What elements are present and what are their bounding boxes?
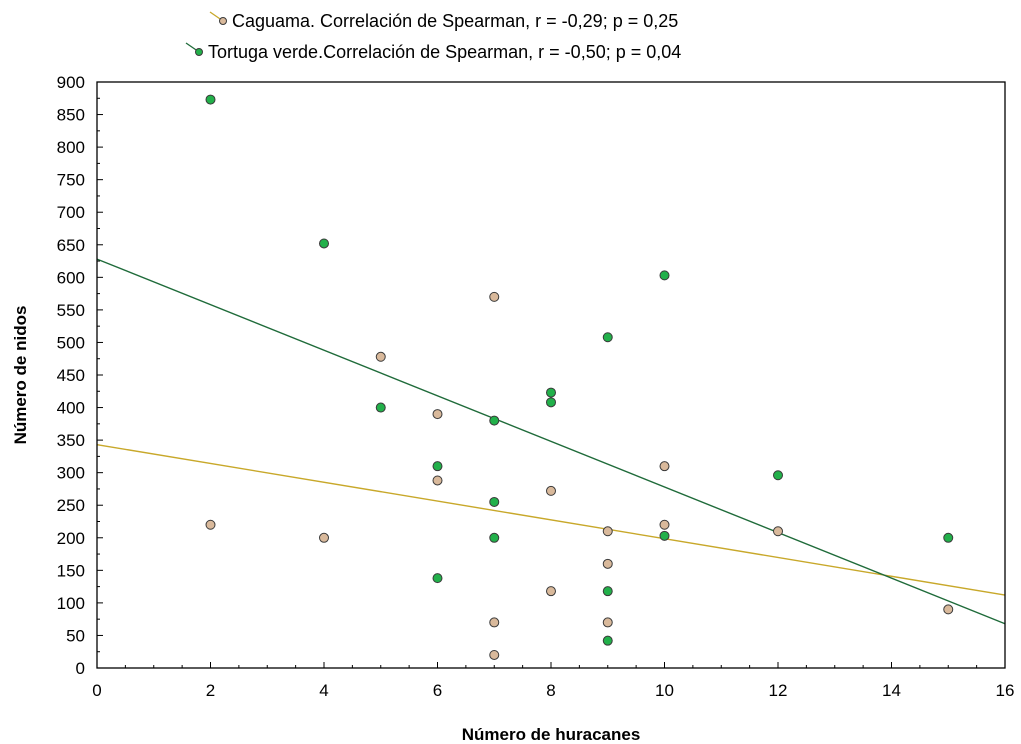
legend-marker-swatch xyxy=(195,48,203,56)
point-series-1 xyxy=(319,238,329,249)
x-tick-label: 2 xyxy=(206,681,215,700)
legend-entry-label: Tortuga verde.Correlación de Spearman, r… xyxy=(208,42,681,62)
y-tick-label: 700 xyxy=(57,203,85,222)
x-tick-label: 6 xyxy=(433,681,442,700)
point-series-1 xyxy=(432,573,443,584)
data-points xyxy=(205,94,954,660)
point-series-1 xyxy=(943,532,954,543)
y-tick-label: 200 xyxy=(57,529,85,548)
point-series-1 xyxy=(659,530,670,541)
point-series-0 xyxy=(489,291,500,302)
x-tick-label: 8 xyxy=(546,681,555,700)
y-tick-label: 400 xyxy=(57,399,85,418)
legend-marker-swatch xyxy=(219,17,227,25)
x-tick-label: 0 xyxy=(92,681,101,700)
y-tick-label: 900 xyxy=(57,73,85,92)
point-series-0 xyxy=(546,485,556,496)
fit-line-series-1 xyxy=(96,258,1006,625)
point-series-0 xyxy=(546,586,556,597)
point-series-0 xyxy=(602,526,613,537)
point-series-1 xyxy=(602,332,613,343)
y-tick-label: 250 xyxy=(57,496,85,515)
point-series-0 xyxy=(319,532,329,543)
x-tick-label: 16 xyxy=(996,681,1015,700)
y-tick-label: 550 xyxy=(57,301,85,320)
y-tick-label: 650 xyxy=(57,236,85,255)
point-series-1 xyxy=(489,496,500,507)
y-tick-label: 750 xyxy=(57,171,85,190)
point-series-0 xyxy=(489,617,500,628)
point-series-1 xyxy=(205,94,216,105)
fit-line-series-0 xyxy=(96,443,1006,596)
point-series-0 xyxy=(489,649,500,660)
point-series-0 xyxy=(205,519,216,530)
x-tick-label: 12 xyxy=(769,681,788,700)
y-tick-label: 800 xyxy=(57,138,85,157)
x-tick-label: 4 xyxy=(319,681,328,700)
y-tick-label: 300 xyxy=(57,464,85,483)
point-series-0 xyxy=(602,558,613,569)
x-tick-label: 14 xyxy=(882,681,901,700)
point-series-0 xyxy=(659,461,670,472)
point-series-1 xyxy=(432,461,443,472)
point-series-1 xyxy=(489,532,500,543)
y-tick-label: 100 xyxy=(57,594,85,613)
y-tick-label: 500 xyxy=(57,333,85,352)
y-tick-label: 50 xyxy=(66,626,85,645)
x-tick-label: 10 xyxy=(655,681,674,700)
point-series-1 xyxy=(773,470,783,481)
point-series-1 xyxy=(602,586,613,597)
y-axis: 0 50 100 150 200 250 300 350 400 450 500 550 600 650 7… xyxy=(57,73,103,678)
legend: Caguama. Correlación de Spearman, r = -0… xyxy=(185,11,681,62)
point-series-1 xyxy=(546,387,556,398)
point-series-0 xyxy=(432,475,443,486)
point-series-1 xyxy=(659,270,670,281)
point-series-0 xyxy=(943,604,954,615)
y-tick-label: 0 xyxy=(76,659,85,678)
point-series-1 xyxy=(375,402,386,413)
plot-area-frame xyxy=(96,81,1006,669)
point-series-1 xyxy=(546,397,556,408)
point-series-0 xyxy=(375,351,386,362)
point-series-0 xyxy=(659,519,670,530)
point-series-0 xyxy=(602,617,613,628)
fit-lines xyxy=(96,258,1006,625)
point-series-1 xyxy=(489,415,500,426)
y-tick-label: 600 xyxy=(57,268,85,287)
legend-entry-label: Caguama. Correlación de Spearman, r = -0… xyxy=(232,11,678,31)
y-tick-label: 450 xyxy=(57,366,85,385)
x-axis-title: Número de huracanes xyxy=(462,725,641,744)
point-series-1 xyxy=(602,635,613,646)
y-tick-label: 150 xyxy=(57,561,85,580)
y-tick-label: 850 xyxy=(57,106,85,125)
point-series-0 xyxy=(773,526,783,537)
y-tick-label: 350 xyxy=(57,431,85,450)
y-axis-title: Número de nidos xyxy=(11,306,30,445)
point-series-0 xyxy=(432,409,443,420)
x-axis: 0 2 4 6 8 10 12 14 16 xyxy=(92,662,1014,700)
